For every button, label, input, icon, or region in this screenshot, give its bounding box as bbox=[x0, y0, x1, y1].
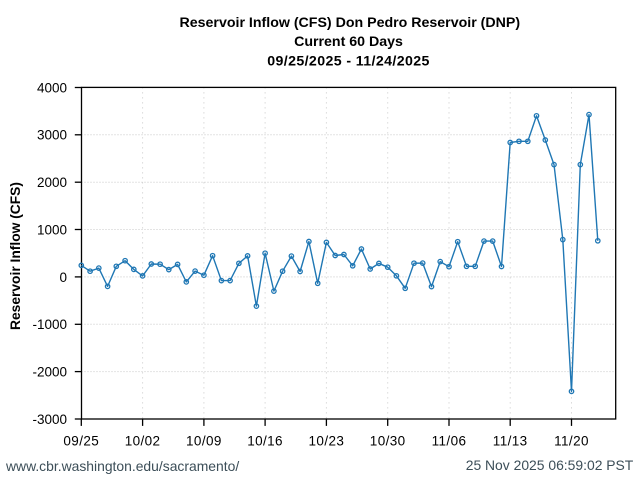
svg-text:-2000: -2000 bbox=[32, 365, 67, 380]
svg-text:1000: 1000 bbox=[37, 222, 67, 237]
svg-text:11/13: 11/13 bbox=[493, 434, 528, 449]
svg-text:Current 60 Days: Current 60 Days bbox=[294, 34, 403, 50]
svg-text:www.cbr.washington.edu/sacrame: www.cbr.washington.edu/sacramento/ bbox=[5, 458, 239, 474]
svg-text:25 Nov 2025 06:59:02 PST: 25 Nov 2025 06:59:02 PST bbox=[466, 457, 634, 473]
svg-text:Reservoir Inflow (CFS): Reservoir Inflow (CFS) bbox=[8, 182, 23, 330]
svg-text:2000: 2000 bbox=[37, 175, 67, 190]
svg-text:11/20: 11/20 bbox=[554, 434, 589, 449]
svg-text:10/02: 10/02 bbox=[125, 434, 161, 449]
svg-text:-1000: -1000 bbox=[32, 317, 67, 332]
svg-text:10/16: 10/16 bbox=[247, 434, 283, 449]
svg-text:11/06: 11/06 bbox=[432, 434, 467, 449]
svg-text:-3000: -3000 bbox=[32, 412, 67, 427]
svg-text:Reservoir Inflow (CFS) Don Ped: Reservoir Inflow (CFS) Don Pedro Reservo… bbox=[180, 15, 521, 31]
svg-text:10/23: 10/23 bbox=[309, 434, 345, 449]
svg-text:0: 0 bbox=[59, 270, 67, 285]
svg-text:09/25: 09/25 bbox=[63, 434, 99, 449]
svg-text:09/25/2025 - 11/24/2025: 09/25/2025 - 11/24/2025 bbox=[267, 53, 430, 69]
svg-text:3000: 3000 bbox=[37, 128, 67, 143]
svg-text:4000: 4000 bbox=[37, 80, 67, 95]
svg-text:10/30: 10/30 bbox=[370, 434, 406, 449]
svg-text:10/09: 10/09 bbox=[186, 434, 222, 449]
